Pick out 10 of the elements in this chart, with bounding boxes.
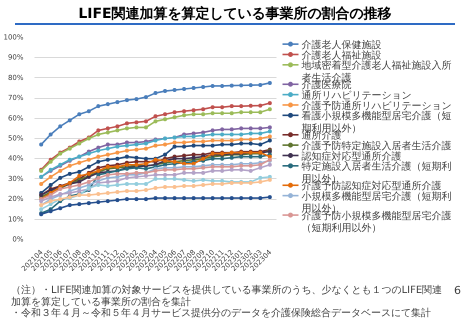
legend-label: 介護老人福祉施設 — [302, 49, 382, 62]
text: 6 — [453, 284, 461, 299]
legend-label: 介護予防通所リハビリテーション — [302, 100, 452, 112]
text: （注）・LIFE関連加算の対象サービスを提供している事業所のうち、少なくとも１つのLIFE関連加算を算定している事業所の割合を集計 — [11, 285, 444, 308]
legend-label: 介護老人保健施設 — [302, 38, 382, 51]
legend-label: 介護予防特定施設入居者生活介護 — [302, 140, 452, 152]
legend-label: 通所リハビリテーション — [302, 89, 412, 102]
text: ・令和３年４月～令和５年４月サービス提供分のデータを介護保険総合データベースにて集計 — [11, 308, 432, 320]
legend-label: 認知症対応型通所介護 — [302, 150, 402, 162]
chart-title: LIFE関連加算を算定している事業所の割合の推移 — [15, 5, 455, 25]
